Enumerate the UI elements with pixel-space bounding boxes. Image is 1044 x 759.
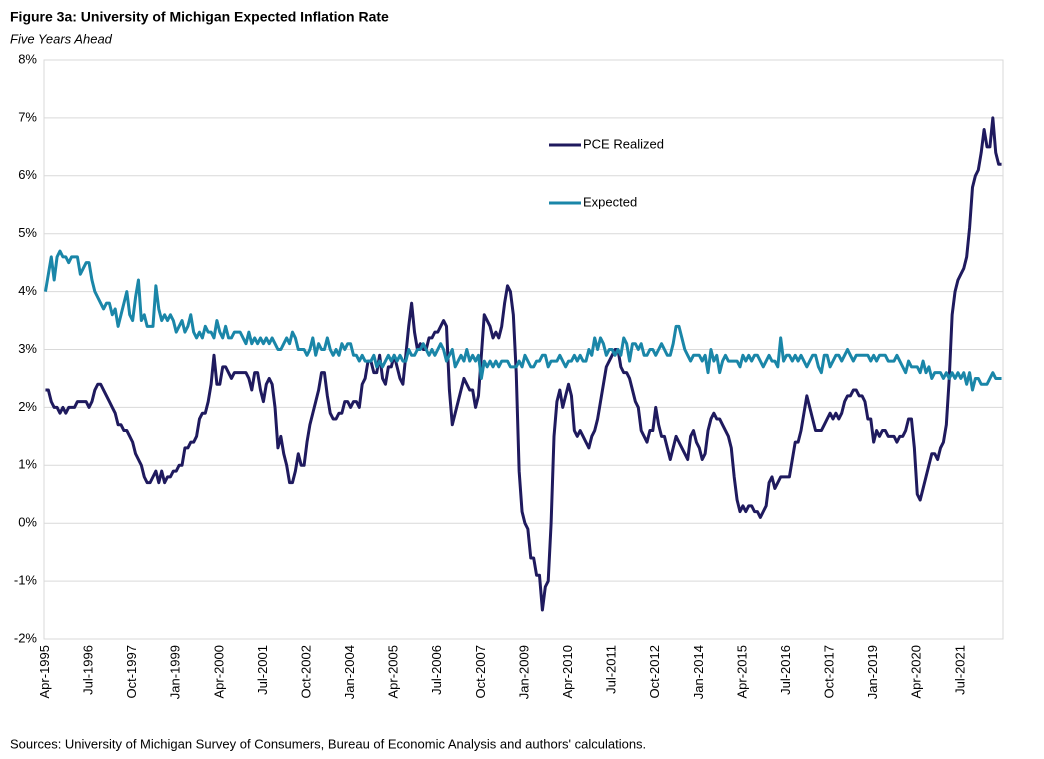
y-tick-label: 0% xyxy=(18,515,37,530)
x-tick-label: Apr-2015 xyxy=(734,645,749,698)
x-tick-label: Jul-2016 xyxy=(778,645,793,695)
x-tick-label: Oct-2012 xyxy=(647,645,662,698)
source-note: Sources: University of Michigan Survey o… xyxy=(10,736,646,751)
y-tick-label: -2% xyxy=(14,630,38,645)
plot-frame xyxy=(43,59,1004,640)
x-tick-label: Apr-2000 xyxy=(211,645,226,698)
x-tick-label: Jan-2009 xyxy=(516,645,531,699)
legend-label: Expected xyxy=(583,194,637,209)
x-tick-label: Oct-2002 xyxy=(298,645,313,698)
chart-subtitle: Five Years Ahead xyxy=(10,31,113,46)
y-tick-label: -1% xyxy=(14,573,38,588)
y-tick-label: 4% xyxy=(18,283,37,298)
x-tick-label: Jul-2011 xyxy=(604,645,619,694)
y-tick-label: 8% xyxy=(18,51,37,66)
x-tick-label: Apr-2010 xyxy=(560,645,575,698)
chart-title: Figure 3a: University of Michigan Expect… xyxy=(10,9,389,25)
x-tick-label: Apr-1995 xyxy=(37,645,52,698)
x-tick-label: Jan-1999 xyxy=(168,645,183,699)
x-tick-label: Jan-2019 xyxy=(865,645,880,699)
x-tick-label: Jul-2001 xyxy=(255,645,270,695)
y-tick-label: 2% xyxy=(18,399,37,414)
data-line xyxy=(45,116,1002,612)
x-tick-label: Jan-2014 xyxy=(691,645,706,699)
data-line xyxy=(43,249,1002,392)
x-tick-label: Jan-2004 xyxy=(342,645,357,699)
x-tick-label: Oct-1997 xyxy=(124,645,139,698)
y-tick-label: 5% xyxy=(18,225,37,240)
legend-label: PCE Realized xyxy=(583,136,664,151)
y-tick-label: 3% xyxy=(18,341,37,356)
y-tick-label: 1% xyxy=(18,457,37,472)
x-tick-label: Apr-2020 xyxy=(909,645,924,698)
x-tick-label: Jul-2006 xyxy=(429,645,444,695)
y-tick-label: 7% xyxy=(18,109,37,124)
x-tick-label: Jul-2021 xyxy=(952,645,967,695)
x-tick-label: Oct-2007 xyxy=(473,645,488,698)
y-tick-label: 6% xyxy=(18,167,37,182)
x-tick-label: Oct-2017 xyxy=(822,645,837,698)
x-tick-label: Apr-2005 xyxy=(386,645,401,698)
x-tick-label: Jul-1996 xyxy=(80,645,95,695)
